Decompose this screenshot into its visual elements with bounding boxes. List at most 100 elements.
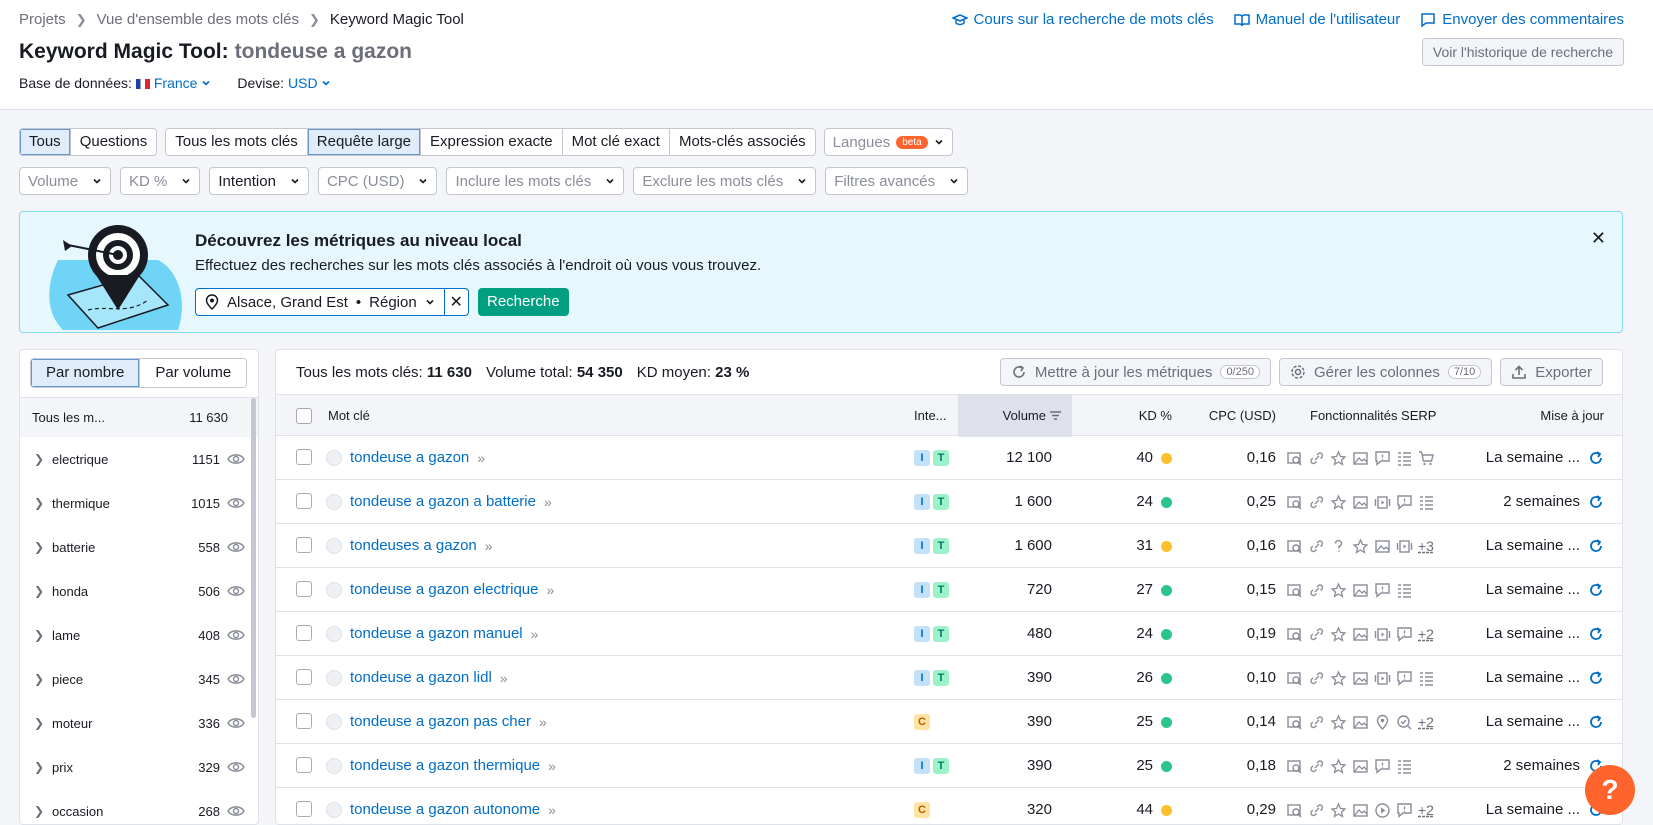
row-checkbox[interactable] [296,669,312,685]
refresh-icon[interactable] [1588,670,1604,686]
row-checkbox[interactable] [296,757,312,773]
advanced-filters[interactable]: Filtres avancés [825,167,969,195]
group-item-electrique[interactable]: ❯ electrique 1151 [20,437,258,481]
clear-location-button[interactable]: ✕ [443,289,468,315]
breadcrumb-projects[interactable]: Projets [19,11,66,28]
eye-icon[interactable] [226,760,246,774]
update-metrics-button[interactable]: Mettre à jour les métriques 0/250 [999,358,1271,386]
row-checkbox[interactable] [296,713,312,729]
group-item-moteur[interactable]: ❯ moteur 336 [20,701,258,745]
row-checkbox[interactable] [296,493,312,509]
double-chevron-right-icon[interactable]: » [543,494,552,510]
keyword-link[interactable]: tondeuse a gazon autonome [350,801,541,818]
manual-link[interactable]: Manuel de l'utilisateur [1233,11,1400,28]
col-kd[interactable]: KD % [1138,408,1172,423]
search-button[interactable]: Recherche [478,288,569,316]
tab-all[interactable]: Tous [20,129,70,155]
keyword-link[interactable]: tondeuse a gazon thermique [350,757,541,774]
select-all-checkbox[interactable] [296,408,312,424]
eye-icon[interactable] [226,584,246,598]
tab-all-keywords[interactable]: Tous les mots clés [166,129,307,155]
sort-by-volume[interactable]: Par volume [139,359,247,387]
double-chevron-right-icon[interactable]: » [530,626,539,642]
languages-dropdown[interactable]: Langues beta [823,128,953,156]
database-selector[interactable]: Base de données: France [19,75,211,91]
eye-icon[interactable] [226,672,246,686]
refresh-icon[interactable] [1588,450,1604,466]
kd-filter[interactable]: KD % [120,167,201,195]
close-banner-button[interactable]: ✕ [1591,228,1606,249]
serp-more-link[interactable]: +2 [1418,802,1434,818]
tab-phrase-match[interactable]: Expression exacte [420,129,562,155]
exclude-keywords-filter[interactable]: Exclure les mots clés [633,167,817,195]
chevron-right-icon[interactable]: ❯ [34,804,45,818]
refresh-icon[interactable] [1588,538,1604,554]
refresh-icon[interactable] [1588,714,1604,730]
cpc-filter[interactable]: CPC (USD) [317,167,438,195]
double-chevron-right-icon[interactable]: » [477,450,486,466]
row-checkbox[interactable] [296,581,312,597]
chevron-right-icon[interactable]: ❯ [34,716,45,730]
eye-icon[interactable] [226,628,246,642]
row-checkbox[interactable] [296,625,312,641]
intent-filter[interactable]: Intention [209,167,309,195]
double-chevron-right-icon[interactable]: » [484,538,493,554]
keyword-link[interactable]: tondeuse a gazon pas cher [350,713,531,730]
group-item-thermique[interactable]: ❯ thermique 1015 [20,481,258,525]
history-button[interactable]: Voir l'historique de recherche [1421,38,1624,66]
col-cpc[interactable]: CPC (USD) [1208,408,1276,423]
group-item-batterie[interactable]: ❯ batterie 558 [20,525,258,569]
chevron-right-icon[interactable]: ❯ [34,584,45,598]
double-chevron-right-icon[interactable]: » [499,670,508,686]
group-item-piece[interactable]: ❯ piece 345 [20,657,258,701]
row-checkbox[interactable] [296,537,312,553]
chevron-right-icon[interactable]: ❯ [34,760,45,774]
serp-more-link[interactable]: +3 [1418,538,1434,554]
refresh-icon[interactable] [1588,494,1604,510]
export-button[interactable]: Exporter [1500,358,1603,386]
refresh-icon[interactable] [1588,626,1604,642]
breadcrumb-overview[interactable]: Vue d'ensemble des mots clés [96,11,300,28]
course-link[interactable]: Cours sur la recherche de mots clés [951,11,1214,28]
col-serp[interactable]: Fonctionnalités SERP [1310,408,1437,423]
group-item-occasion[interactable]: ❯ occasion 268 [20,789,258,824]
manage-columns-button[interactable]: Gérer les colonnes 7/10 [1278,358,1493,386]
keyword-link[interactable]: tondeuse a gazon electrique [350,581,539,598]
chevron-right-icon[interactable]: ❯ [34,628,45,642]
all-groups-row[interactable]: Tous les m... 11 630 [20,397,258,437]
chevron-right-icon[interactable]: ❯ [34,496,45,510]
currency-selector[interactable]: Devise: USD [237,75,331,91]
col-keyword[interactable]: Mot clé [328,408,370,423]
keyword-link[interactable]: tondeuse a gazon manuel [350,625,523,642]
double-chevron-right-icon[interactable]: » [548,758,556,774]
serp-more-link[interactable]: +2 [1418,714,1434,730]
keyword-link[interactable]: tondeuses a gazon [350,537,477,554]
eye-icon[interactable] [226,540,246,554]
refresh-icon[interactable] [1588,582,1604,598]
col-intent[interactable]: Inte... [914,408,947,423]
double-chevron-right-icon[interactable]: » [538,714,547,730]
keyword-link[interactable]: tondeuse a gazon [350,449,470,466]
eye-icon[interactable] [226,496,246,510]
row-checkbox[interactable] [296,449,312,465]
keyword-link[interactable]: tondeuse a gazon a batterie [350,493,536,510]
chevron-right-icon[interactable]: ❯ [34,452,45,466]
help-button[interactable]: ? [1585,765,1635,815]
col-volume[interactable]: Volume [958,395,1072,437]
chevron-right-icon[interactable]: ❯ [34,540,45,554]
double-chevron-right-icon[interactable]: » [546,582,555,598]
serp-more-link[interactable]: +2 [1418,626,1434,642]
include-keywords-filter[interactable]: Inclure les mots clés [446,167,625,195]
group-item-prix[interactable]: ❯ prix 329 [20,745,258,789]
group-item-lame[interactable]: ❯ lame 408 [20,613,258,657]
keyword-link[interactable]: tondeuse a gazon lidl [350,669,492,686]
volume-filter[interactable]: Volume [19,167,112,195]
eye-icon[interactable] [226,452,246,466]
eye-icon[interactable] [226,804,246,818]
eye-icon[interactable] [226,716,246,730]
chevron-right-icon[interactable]: ❯ [34,672,45,686]
feedback-link[interactable]: Envoyer des commentaires [1420,11,1624,28]
col-updated[interactable]: Mise à jour [1540,408,1604,423]
group-item-honda[interactable]: ❯ honda 506 [20,569,258,613]
tab-questions[interactable]: Questions [69,129,157,155]
